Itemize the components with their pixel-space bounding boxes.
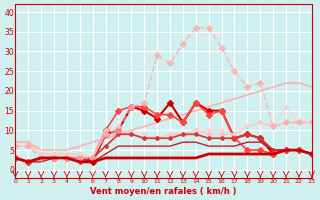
X-axis label: Vent moyen/en rafales ( km/h ): Vent moyen/en rafales ( km/h ) — [90, 187, 237, 196]
